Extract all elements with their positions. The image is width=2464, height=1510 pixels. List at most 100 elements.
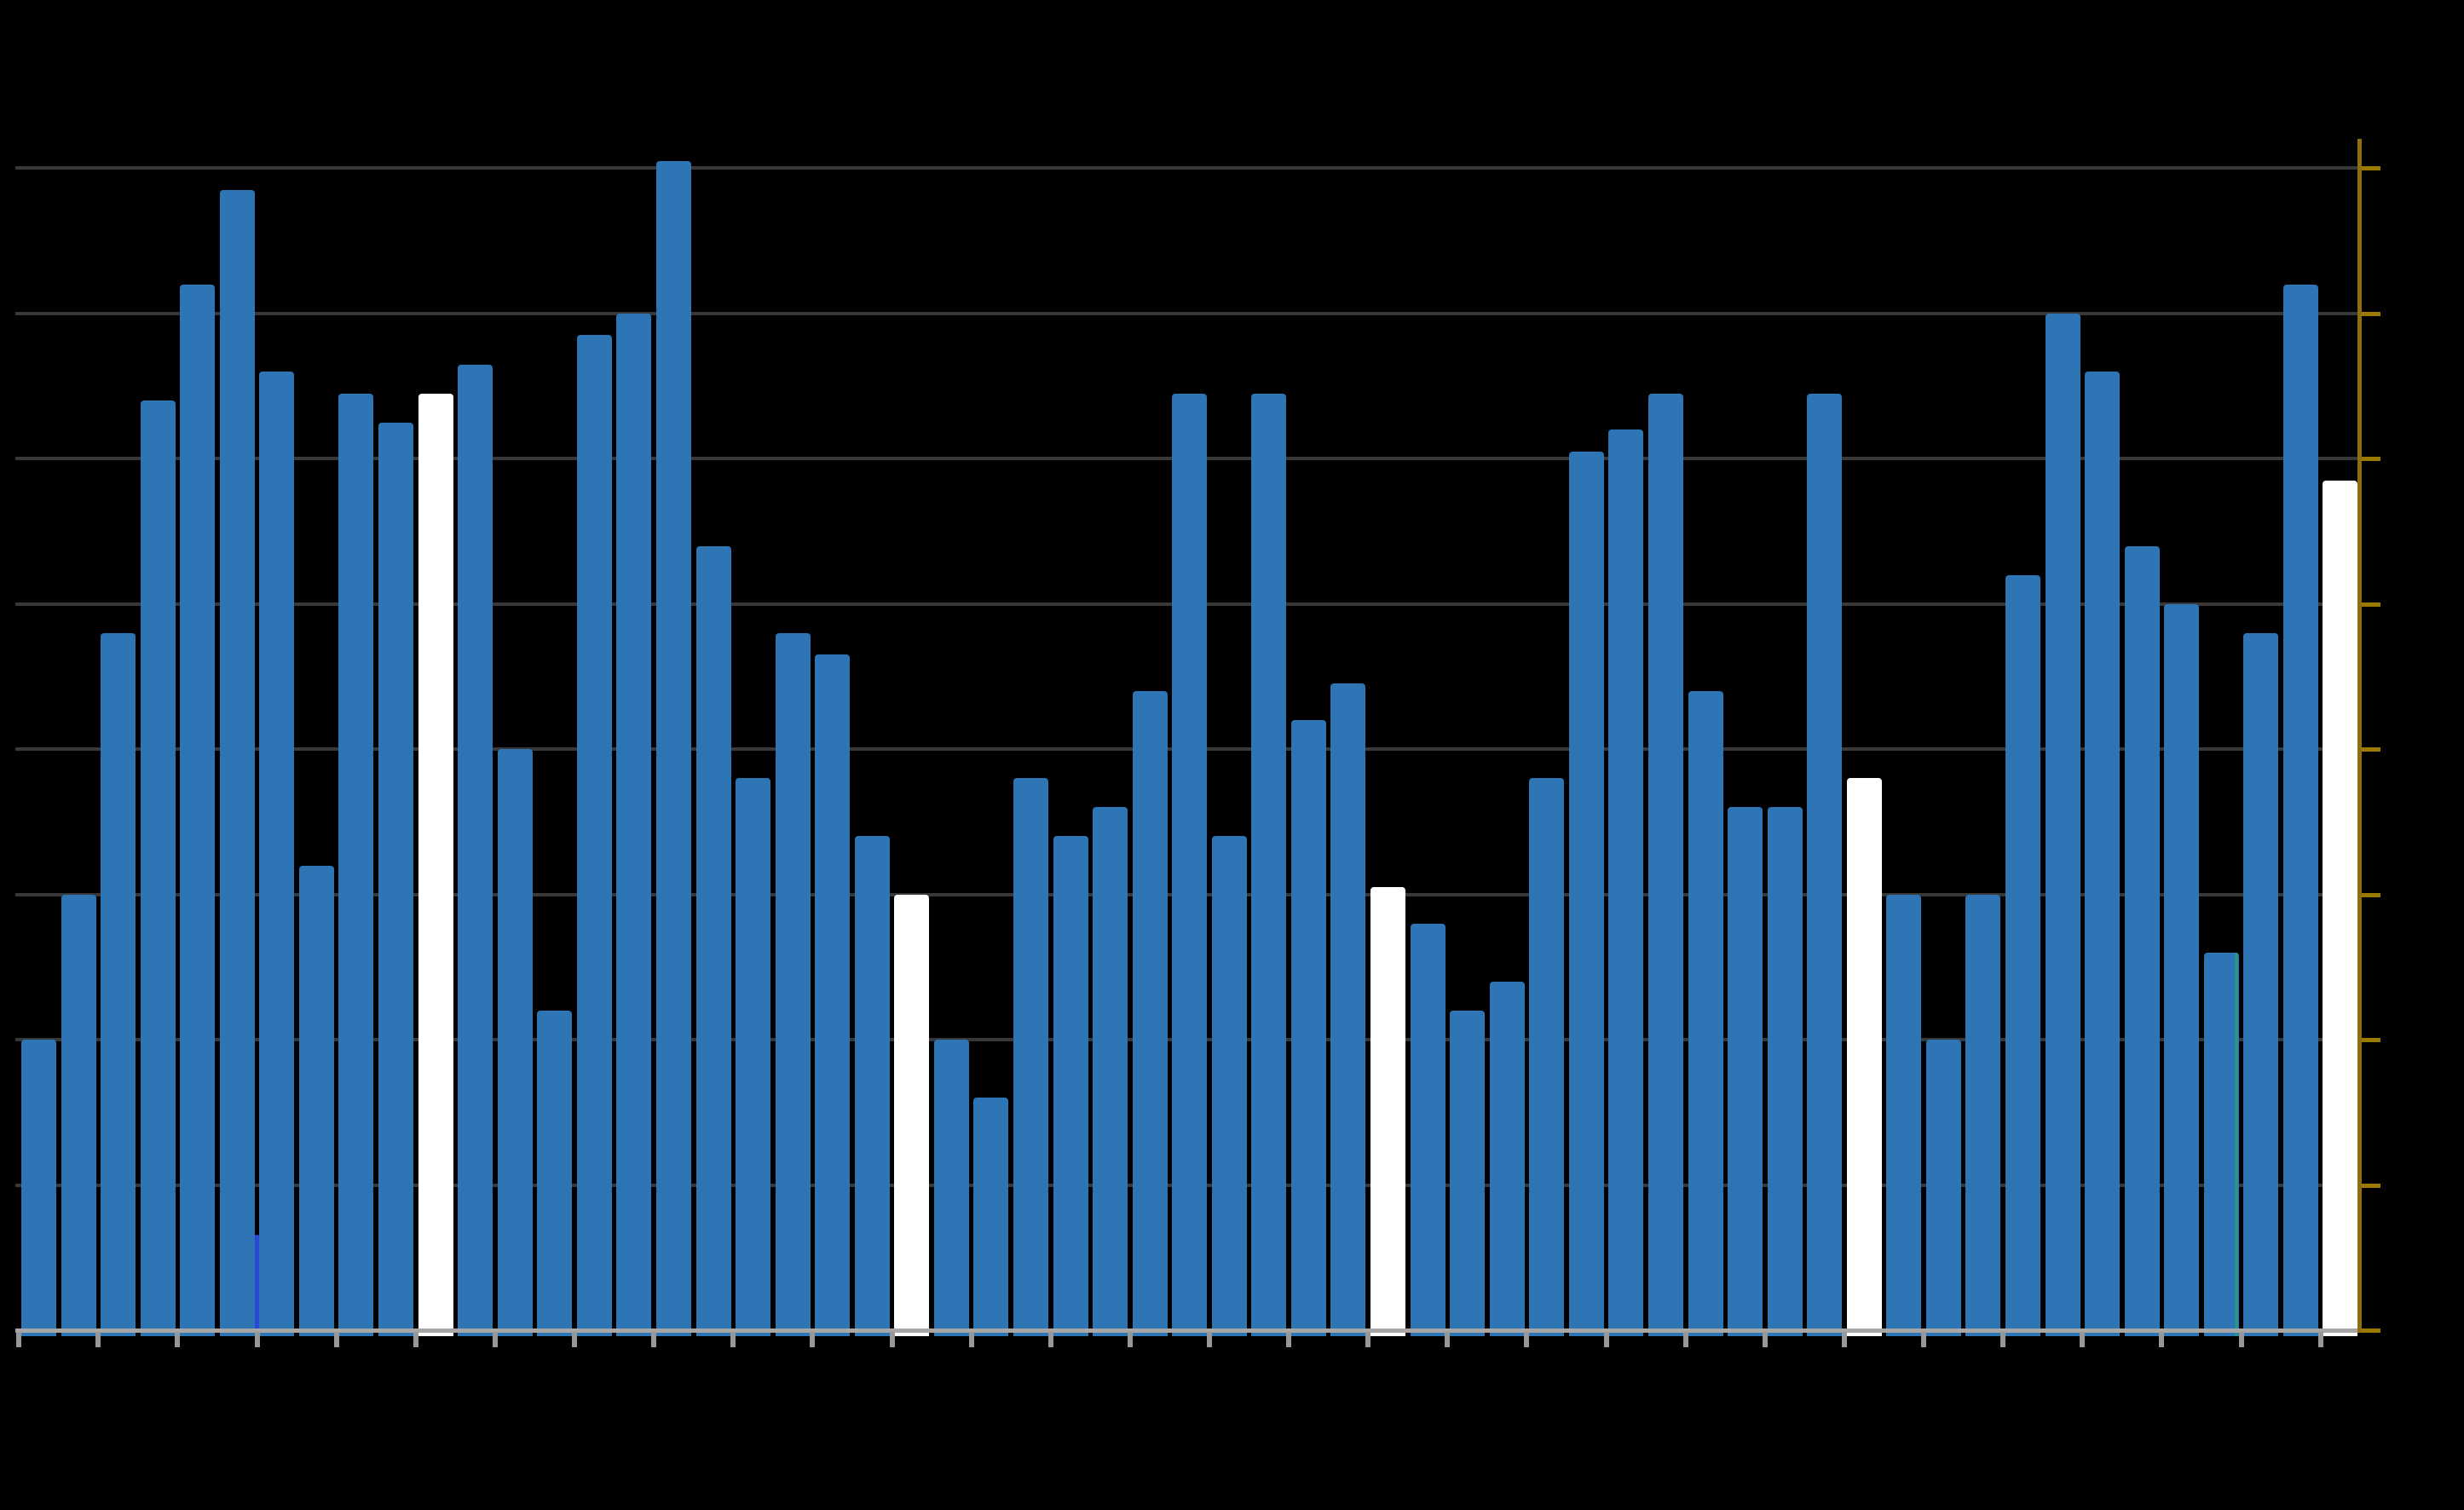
bar (1013, 778, 1048, 1336)
bar (933, 1040, 969, 1336)
x-axis-tick (254, 1332, 260, 1347)
highlight-bar (1370, 887, 1406, 1336)
bar (1608, 429, 1644, 1336)
x-axis-tick (889, 1332, 895, 1347)
gridline (15, 166, 2357, 170)
x-axis-tick (1524, 1332, 1530, 1347)
right-axis-tick (2362, 602, 2380, 607)
bar (1688, 691, 1723, 1336)
bar (1172, 393, 1208, 1336)
x-axis-baseline (15, 1328, 2362, 1333)
right-value-axis (2357, 139, 2362, 1333)
bar (576, 335, 612, 1336)
x-axis-tick (1762, 1332, 1768, 1347)
x-axis-tick (2080, 1332, 2086, 1347)
right-axis-tick (2362, 1183, 2380, 1188)
x-axis-tick (651, 1332, 657, 1347)
x-axis-tick (1207, 1332, 1212, 1347)
bar (21, 1040, 56, 1336)
bar (61, 894, 96, 1336)
bar (140, 401, 176, 1336)
bar (1886, 894, 1922, 1336)
x-axis-tick (1603, 1332, 1609, 1347)
x-axis-tick (2238, 1332, 2244, 1347)
x-axis-tick (413, 1332, 418, 1347)
bar (815, 654, 851, 1336)
bar (2085, 372, 2121, 1336)
x-axis-tick (572, 1332, 578, 1347)
bar (2005, 574, 2040, 1336)
bar (695, 545, 731, 1336)
bar (259, 372, 295, 1336)
bar (180, 284, 216, 1336)
bar (1330, 683, 1366, 1336)
bar (616, 313, 652, 1336)
bar (2045, 313, 2080, 1336)
x-axis-tick (1286, 1332, 1292, 1347)
x-axis-tick (730, 1332, 736, 1347)
bar (1489, 981, 1525, 1336)
bar (338, 393, 374, 1336)
thin-teal-sliver-right-edge-of-bar-56 (2235, 952, 2238, 1336)
thin-blue-sliver-in-gap-before-bar-7 (255, 1234, 259, 1336)
x-axis-tick (1445, 1332, 1451, 1347)
right-axis-tick (2362, 892, 2380, 897)
bar (655, 160, 691, 1336)
bar (1925, 1040, 1961, 1336)
highlight-bar (418, 393, 453, 1336)
x-axis-tick (1921, 1332, 1927, 1347)
x-axis-tick (333, 1332, 339, 1347)
x-axis-tick (175, 1332, 181, 1347)
bar (2243, 632, 2279, 1336)
x-axis-tick (1841, 1332, 1847, 1347)
right-axis-tick (2362, 1328, 2380, 1333)
bar (1290, 720, 1326, 1336)
bar (101, 632, 136, 1336)
right-axis-tick (2362, 1038, 2380, 1043)
bar (1053, 836, 1088, 1336)
right-axis-tick (2362, 166, 2380, 171)
bar (537, 1011, 573, 1336)
x-axis-tick (95, 1332, 101, 1347)
bar (219, 189, 255, 1336)
bar (1093, 807, 1128, 1336)
x-axis-tick (2159, 1332, 2165, 1347)
x-axis-tick (16, 1332, 22, 1347)
bar (1410, 923, 1446, 1336)
bar (1450, 1011, 1486, 1336)
gridline (15, 311, 2357, 315)
bar (378, 422, 414, 1336)
right-axis-tick (2362, 457, 2380, 462)
bar (854, 836, 890, 1336)
bar (736, 778, 771, 1336)
x-axis-tick (1365, 1332, 1371, 1347)
x-axis-tick (1127, 1332, 1133, 1347)
right-axis-tick (2362, 311, 2380, 316)
bar (1529, 778, 1565, 1336)
bar (1965, 894, 2001, 1336)
right-axis-tick (2362, 747, 2380, 752)
bar (973, 1098, 1009, 1336)
x-axis-tick (1047, 1332, 1053, 1347)
highlight-bar (894, 894, 930, 1336)
bar (497, 749, 533, 1336)
bar (1568, 451, 1604, 1336)
bar (1251, 393, 1287, 1336)
bar (1807, 393, 1843, 1336)
bar (1767, 807, 1803, 1336)
bar (1647, 393, 1683, 1336)
highlight-bar (2323, 480, 2358, 1336)
bar (1211, 836, 1247, 1336)
x-axis-tick (2000, 1332, 2006, 1347)
bar (775, 632, 811, 1336)
x-axis-tick (1682, 1332, 1688, 1347)
x-axis-tick (968, 1332, 974, 1347)
x-axis-tick (2317, 1332, 2323, 1347)
bar (1132, 691, 1168, 1336)
bar (2124, 545, 2160, 1336)
x-axis-tick (492, 1332, 498, 1347)
highlight-bar (1846, 778, 1882, 1336)
bar (2203, 952, 2239, 1336)
bar (1728, 807, 1763, 1336)
